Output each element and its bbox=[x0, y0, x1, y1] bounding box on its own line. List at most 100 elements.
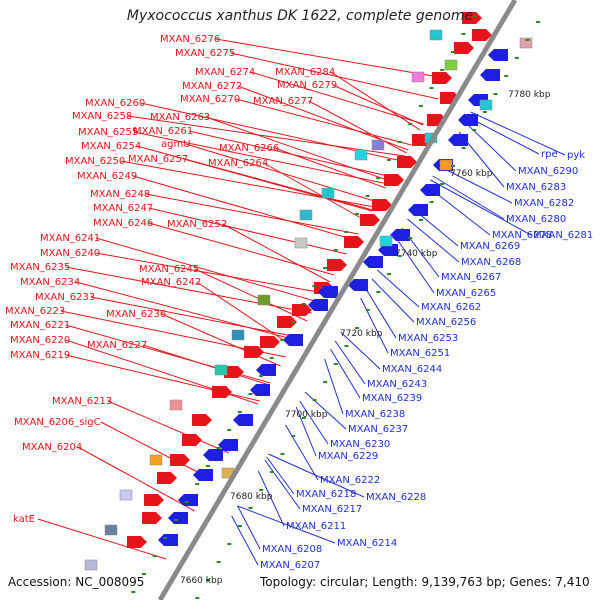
leader-line bbox=[330, 71, 421, 131]
leader-line bbox=[274, 147, 386, 189]
forward-gene-arrow bbox=[170, 454, 190, 466]
tick-dot bbox=[248, 507, 253, 509]
tick-dot bbox=[461, 33, 466, 35]
tick-dot bbox=[184, 501, 189, 503]
tick-dot bbox=[163, 537, 168, 539]
reverse-gene-arrow bbox=[308, 299, 328, 311]
gene-category-box bbox=[444, 59, 458, 71]
tick-dot bbox=[216, 561, 221, 563]
leader-line bbox=[127, 115, 405, 157]
leader-line bbox=[237, 505, 261, 550]
left-gene-label: MXAN_6254 bbox=[81, 141, 141, 152]
scale-tick-label: 7700 kbp bbox=[285, 410, 328, 420]
reverse-gene-arrow bbox=[448, 134, 468, 146]
leader-line bbox=[376, 269, 420, 308]
reverse-gene-arrow bbox=[420, 184, 440, 196]
tick-dot bbox=[450, 51, 455, 53]
leader-line bbox=[264, 459, 301, 510]
tick-dot bbox=[440, 183, 445, 185]
leader-line bbox=[77, 446, 195, 512]
tick-dot bbox=[429, 87, 434, 89]
leader-line bbox=[257, 470, 285, 527]
leader-line bbox=[100, 421, 214, 481]
leader-line bbox=[430, 179, 532, 236]
forward-gene-arrow bbox=[142, 512, 162, 524]
tick-dot bbox=[354, 213, 359, 215]
left-gene-label: MXAN_6247 bbox=[93, 203, 153, 214]
leader-line bbox=[235, 98, 412, 146]
tick-dot bbox=[418, 105, 423, 107]
leader-line bbox=[148, 207, 347, 255]
leader-line bbox=[299, 400, 329, 445]
left-gene-label: MXAN_6240 bbox=[40, 248, 100, 259]
forward-gene-arrow bbox=[327, 259, 347, 271]
tick-dot bbox=[205, 465, 210, 467]
left-gene-label: MXAN_6206_sigC bbox=[14, 417, 101, 428]
left-gene-label: MXAN_6249 bbox=[77, 171, 137, 182]
forward-gene-arrow bbox=[397, 156, 417, 168]
leader-line bbox=[215, 38, 451, 80]
right-gene-label: MXAN_6253 bbox=[398, 333, 458, 344]
gene-category-box bbox=[231, 329, 245, 341]
leader-line bbox=[120, 160, 375, 208]
leader-line bbox=[395, 237, 435, 294]
right-gene-label: MXAN_6280 bbox=[506, 214, 566, 225]
left-gene-label: MXAN_6219 bbox=[10, 350, 70, 361]
right-gene-label: MXAN_6256 bbox=[416, 317, 476, 328]
reverse-gene-arrow bbox=[488, 49, 508, 61]
left-gene-label: katE bbox=[13, 514, 35, 525]
tick-dot bbox=[355, 327, 360, 329]
leader-line bbox=[250, 71, 424, 125]
tick-dot bbox=[397, 141, 402, 143]
right-gene-label: MXAN_6278 bbox=[492, 230, 552, 241]
leader-line bbox=[334, 340, 366, 385]
left-gene-label: MXAN_6236 bbox=[106, 309, 166, 320]
right-gene-label: MXAN_6239 bbox=[362, 393, 422, 404]
left-gene-label: MXAN_6227 bbox=[87, 340, 147, 351]
left-gene-label: MXAN_6270 bbox=[180, 94, 240, 105]
tick-dot bbox=[365, 309, 370, 311]
leader-line bbox=[183, 158, 373, 212]
gene-category-box bbox=[371, 139, 385, 151]
tick-dot bbox=[312, 285, 317, 287]
right-gene-label: MXAN_6290 bbox=[518, 166, 578, 177]
forward-gene-arrow bbox=[372, 199, 392, 211]
tick-dot bbox=[461, 147, 466, 149]
genome-backbone bbox=[157, 0, 518, 602]
left-gene-label: MXAN_6261 bbox=[133, 126, 193, 137]
gene-category-box bbox=[321, 187, 335, 199]
right-gene-label: MXAN_6238 bbox=[345, 409, 405, 420]
left-gene-label: MXAN_6279 bbox=[277, 80, 337, 91]
reverse-gene-arrow bbox=[256, 364, 276, 376]
forward-gene-arrow bbox=[157, 472, 177, 484]
reverse-gene-arrow bbox=[408, 204, 428, 216]
tick-dot bbox=[280, 453, 285, 455]
left-gene-label: MXAN_6258 bbox=[72, 111, 132, 122]
right-gene-label: MXAN_6237 bbox=[348, 424, 408, 435]
tick-dot bbox=[291, 435, 296, 437]
tick-dot bbox=[472, 129, 477, 131]
forward-gene-arrow bbox=[182, 434, 202, 446]
right-gene-label: MXAN_6217 bbox=[302, 504, 362, 515]
forward-gene-arrow bbox=[192, 414, 212, 426]
tick-dot bbox=[280, 339, 285, 341]
tick-dot bbox=[323, 381, 328, 383]
scale-tick-label: 7660 kbp bbox=[180, 576, 223, 586]
forward-gene-arrow bbox=[244, 346, 264, 358]
right-gene-label: MXAN_6262 bbox=[421, 302, 481, 313]
right-gene-label: MXAN_6230 bbox=[330, 439, 390, 450]
left-gene-label: MXAN_6248 bbox=[90, 189, 150, 200]
forward-gene-arrow bbox=[212, 386, 232, 398]
right-gene-label: MXAN_6207 bbox=[260, 560, 320, 571]
reverse-gene-arrow bbox=[363, 256, 383, 268]
right-gene-label: rpe bbox=[541, 149, 558, 160]
left-gene-label: MXAN_6275 bbox=[175, 48, 235, 59]
reverse-gene-arrow bbox=[158, 534, 178, 546]
gene-category-box bbox=[519, 37, 533, 49]
reverse-gene-arrow bbox=[283, 334, 303, 346]
leader-line bbox=[37, 518, 167, 560]
left-gene-label: MXAN_6234 bbox=[20, 277, 80, 288]
forward-gene-arrow bbox=[224, 366, 244, 378]
leader-line bbox=[365, 288, 397, 339]
reverse-gene-arrow bbox=[193, 469, 213, 481]
